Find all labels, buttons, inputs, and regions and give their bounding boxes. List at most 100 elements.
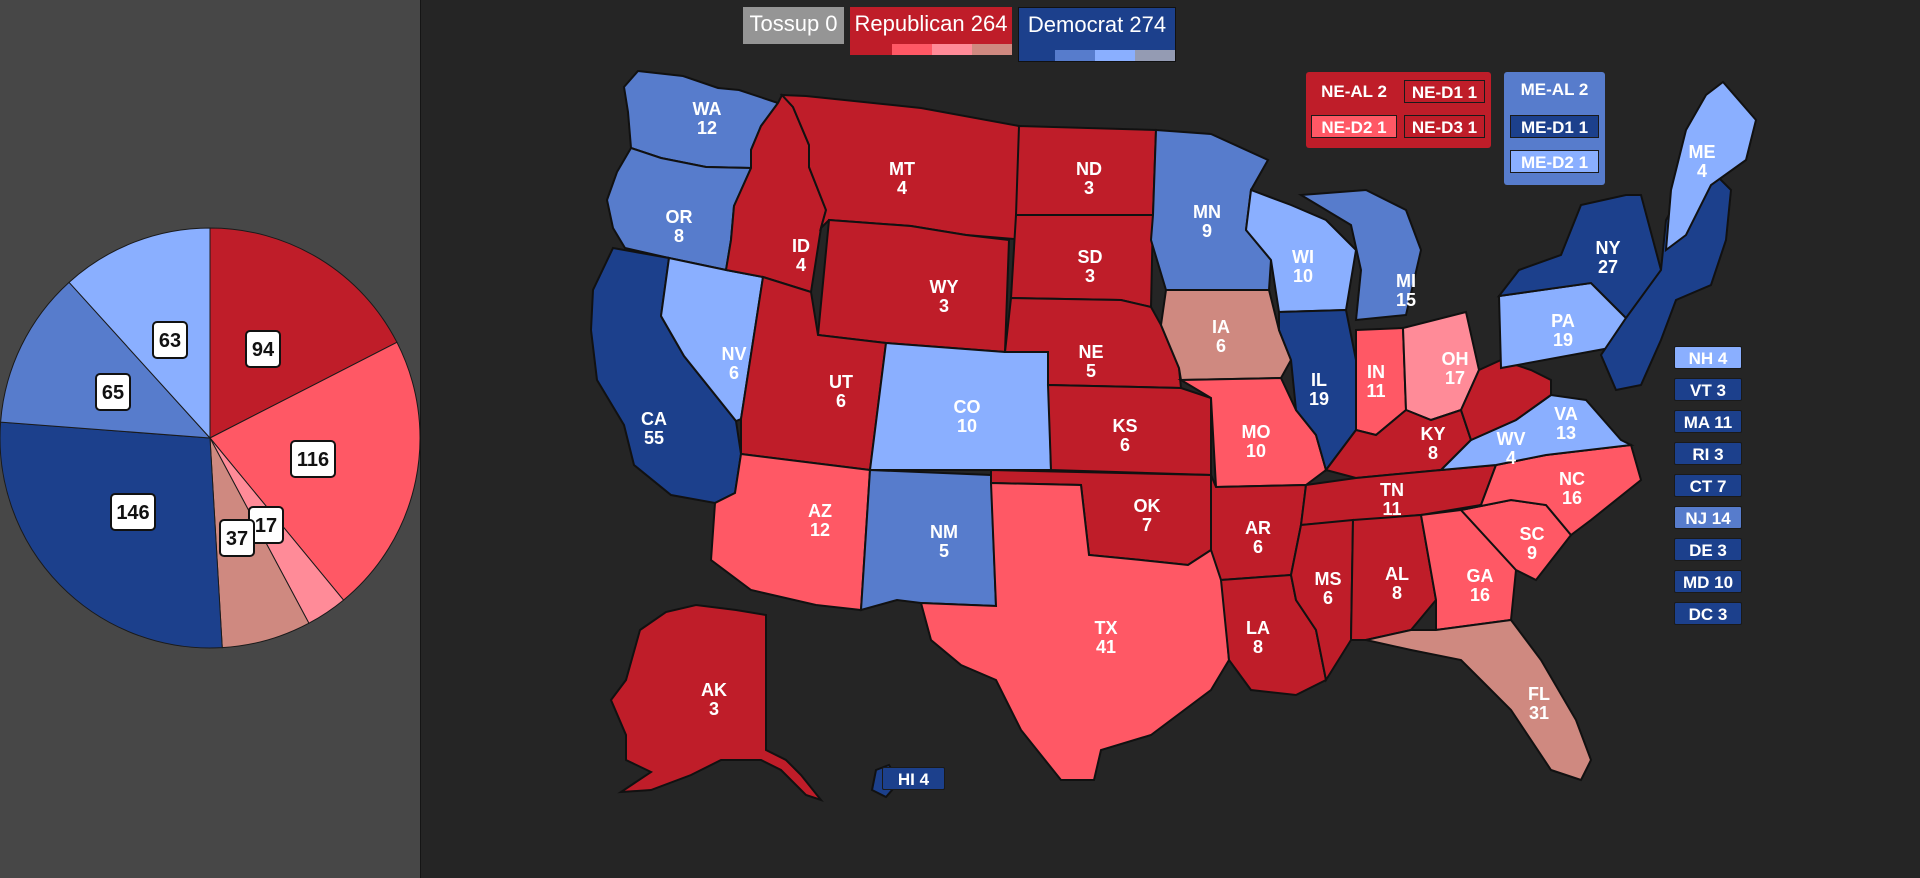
ne-d3-button[interactable]: NE-D3 1 <box>1404 115 1485 138</box>
state-ev: 6 <box>1253 537 1263 557</box>
state-wv-shape[interactable] <box>1459 358 1552 442</box>
state-label-la: LA 8 <box>1246 618 1270 657</box>
state-ev: 17 <box>1445 368 1465 388</box>
state-ev: 5 <box>1086 361 1096 381</box>
state-label-mn: MN 9 <box>1193 202 1221 241</box>
state-label-ky: KY 8 <box>1420 424 1445 463</box>
pie-slice-label-5: 65 <box>95 373 131 411</box>
state-label-wv: WV 4 <box>1497 429 1526 468</box>
me-d2-button[interactable]: ME-D2 1 <box>1510 150 1599 173</box>
me-al-button[interactable]: ME-AL 2 <box>1510 78 1599 101</box>
state-abbr: NE <box>1078 342 1103 362</box>
ne-al-button[interactable]: NE-AL 2 <box>1311 80 1397 103</box>
state-ev: 16 <box>1562 488 1582 508</box>
state-tx-shape[interactable] <box>919 481 1231 781</box>
svg-text:17: 17 <box>255 515 277 537</box>
state-abbr: KY <box>1420 424 1445 444</box>
state-label-nm: NM 5 <box>930 522 958 561</box>
tossup-total[interactable]: Tossup 0 <box>743 7 844 44</box>
small-state-de-button[interactable]: DE 3 <box>1674 538 1742 561</box>
state-nm-shape[interactable] <box>859 468 998 612</box>
dem-likely-bar <box>1055 50 1095 61</box>
svg-text:63: 63 <box>159 330 181 352</box>
pie-slice-label-1: 116 <box>290 440 336 478</box>
state-abbr: OK <box>1134 496 1161 516</box>
state-ev: 55 <box>644 428 664 448</box>
electoral-pie-chart: 94 116 17 37 146 65 63 <box>0 227 420 649</box>
state-abbr: NC <box>1559 469 1585 489</box>
small-state-ma-button[interactable]: MA 11 <box>1674 410 1742 433</box>
dem-tilt-bar <box>1135 50 1175 61</box>
state-ev: 31 <box>1529 703 1549 723</box>
sidebar-panel: 94 116 17 37 146 65 63 <box>0 0 421 878</box>
state-label-pa: PA 19 <box>1551 311 1575 350</box>
state-label-sc: SC 9 <box>1519 524 1544 563</box>
state-abbr: OH <box>1442 349 1469 369</box>
state-ev: 13 <box>1556 423 1576 443</box>
ne-d2-button[interactable]: NE-D2 1 <box>1311 115 1397 138</box>
state-me-shape[interactable] <box>1664 80 1758 253</box>
state-ev: 6 <box>1323 588 1333 608</box>
state-ev: 19 <box>1309 389 1329 409</box>
state-ev: 6 <box>836 391 846 411</box>
state-ev: 11 <box>1366 381 1385 401</box>
ne-d1-button[interactable]: NE-D1 1 <box>1404 80 1485 103</box>
state-label-mi: MI 15 <box>1396 271 1416 310</box>
state-abbr: AK <box>701 680 727 700</box>
state-abbr: WV <box>1497 429 1526 449</box>
state-ev: 5 <box>939 541 949 561</box>
state-label-ks: KS 6 <box>1112 416 1137 455</box>
small-state-dc-button[interactable]: DC 3 <box>1674 602 1742 625</box>
state-label-az: AZ 12 <box>808 501 832 540</box>
pie-slice-4 <box>0 421 223 649</box>
small-state-nj-button[interactable]: NJ 14 <box>1674 506 1742 529</box>
me-d1-button[interactable]: ME-D1 1 <box>1510 115 1599 138</box>
state-label-or: OR 8 <box>666 207 693 246</box>
state-label-in: IN 11 <box>1366 362 1385 401</box>
state-ev: 3 <box>1084 178 1094 198</box>
state-mi-shape[interactable] <box>1297 188 1423 322</box>
state-label-mt: MT 4 <box>889 159 915 198</box>
state-label-mo: MO 10 <box>1242 422 1271 461</box>
state-abbr: ID <box>792 236 810 256</box>
rep-lean-bar <box>932 44 972 55</box>
state-ev: 9 <box>1202 221 1212 241</box>
pie-slice-label-0: 94 <box>245 330 281 368</box>
state-abbr: ND <box>1076 159 1102 179</box>
state-il-shape[interactable] <box>1278 308 1357 473</box>
state-ev: 3 <box>1085 266 1095 286</box>
state-label-nd: ND 3 <box>1076 159 1102 198</box>
small-state-vt-button[interactable]: VT 3 <box>1674 378 1742 401</box>
state-label-ny: NY 27 <box>1595 238 1620 277</box>
hawaii-button[interactable]: HI 4 <box>882 767 945 790</box>
democrat-total[interactable]: Democrat 274 <box>1018 7 1176 62</box>
state-abbr: LA <box>1246 618 1270 638</box>
pie-slice-6 <box>68 227 211 440</box>
pie-slice-label-3: 37 <box>219 519 255 557</box>
small-state-md-button[interactable]: MD 10 <box>1674 570 1742 593</box>
state-ev: 16 <box>1470 585 1490 605</box>
state-abbr: SD <box>1077 247 1102 267</box>
state-ev: 10 <box>1293 266 1313 286</box>
state-ev: 7 <box>1142 515 1152 535</box>
state-abbr: WI <box>1292 247 1314 267</box>
small-state-nh-button[interactable]: NH 4 <box>1674 346 1742 369</box>
state-ak-shape[interactable] <box>609 603 824 803</box>
state-ev: 4 <box>1697 161 1707 181</box>
state-label-va: VA 13 <box>1554 404 1578 443</box>
state-abbr: TN <box>1380 480 1404 500</box>
state-shapes <box>589 69 1758 803</box>
state-ks-shape[interactable] <box>1046 383 1212 477</box>
state-abbr: NV <box>721 344 746 364</box>
state-abbr: WA <box>693 99 722 119</box>
state-abbr: UT <box>829 372 853 392</box>
small-state-ri-button[interactable]: RI 3 <box>1674 442 1742 465</box>
dem-lean-bar <box>1095 50 1135 61</box>
small-state-ct-button[interactable]: CT 7 <box>1674 474 1742 497</box>
state-fl-shape[interactable] <box>1365 618 1593 782</box>
republican-total[interactable]: Republican 264 <box>850 7 1012 55</box>
svg-text:37: 37 <box>226 528 248 550</box>
state-wy-shape[interactable] <box>816 218 1011 354</box>
